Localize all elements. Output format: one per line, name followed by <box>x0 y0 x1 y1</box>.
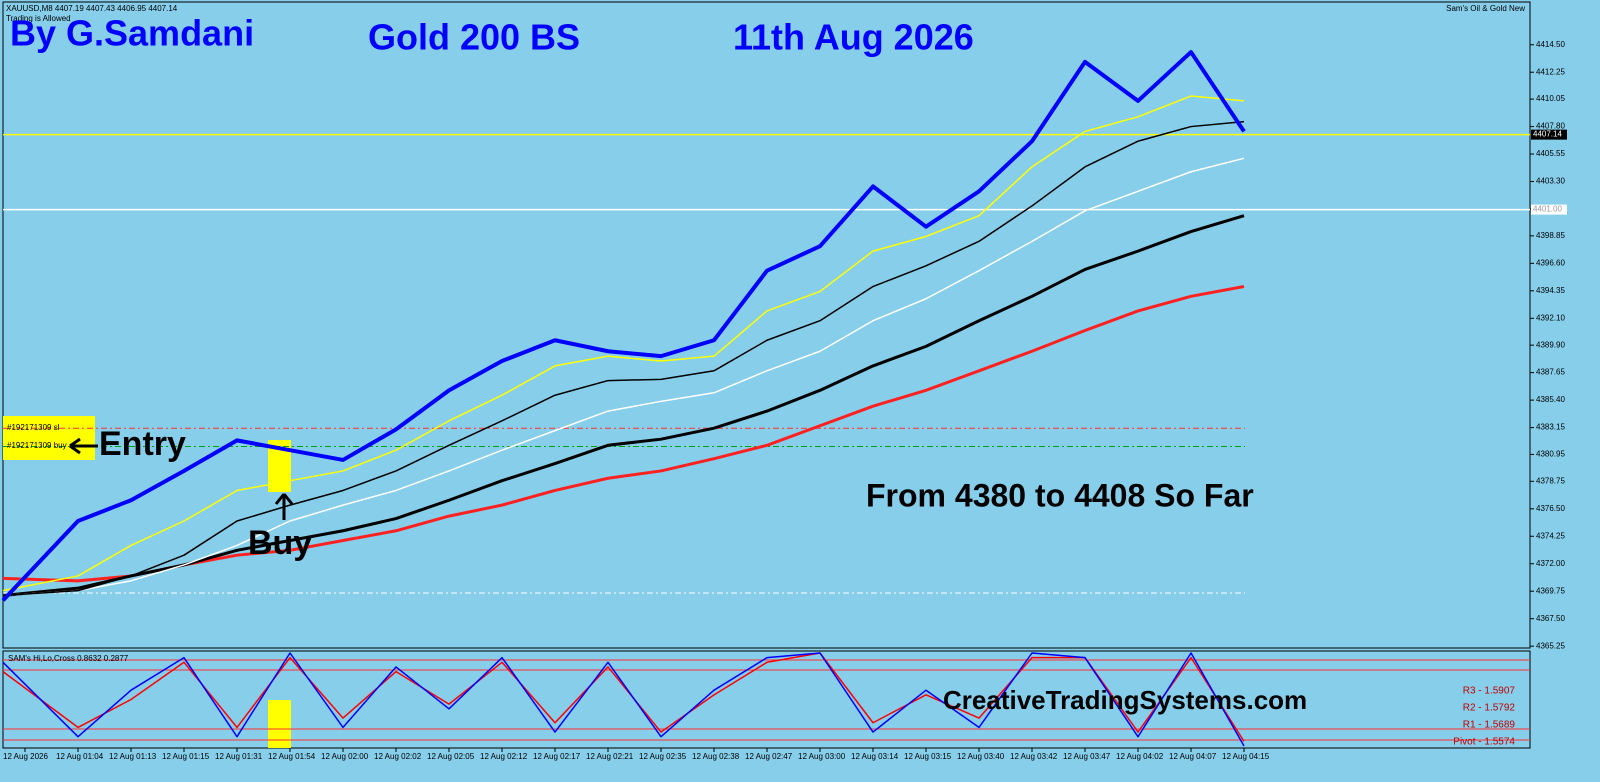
x-tick-label: 12 Aug 02:17 <box>533 752 581 761</box>
y-tick-label: 4369.75 <box>1536 586 1565 595</box>
y-tick-label: 4412.25 <box>1536 67 1565 76</box>
x-tick-label: 12 Aug 01:13 <box>109 752 157 761</box>
x-tick-label: 12 Aug 03:47 <box>1063 752 1111 761</box>
x-tick-label: 12 Aug 02:12 <box>480 752 528 761</box>
series-line <box>2 285 1245 583</box>
pivot-label: R2 - 1.5792 <box>1463 703 1516 714</box>
series-line <box>2 157 1245 597</box>
x-tick-label: 12 Aug 04:02 <box>1116 752 1164 761</box>
y-tick-label: 4372.00 <box>1536 559 1565 568</box>
y-tick-label: 4403.30 <box>1536 177 1565 186</box>
level-label: 4407.14 <box>1533 130 1562 139</box>
x-tick-label: 12 Aug 01:15 <box>162 752 210 761</box>
x-tick-label: 12 Aug 04:07 <box>1169 752 1217 761</box>
y-tick-label: 4376.50 <box>1536 504 1565 513</box>
series-line <box>2 652 1245 747</box>
website: CreativeTradingSystems.com <box>943 685 1307 715</box>
x-tick-label: 12 Aug 02:21 <box>586 752 634 761</box>
x-tick-label: 12 Aug 03:00 <box>798 752 846 761</box>
y-tick-label: 4394.35 <box>1536 286 1565 295</box>
series-line <box>2 214 1245 597</box>
y-tick-label: 4367.50 <box>1536 614 1565 623</box>
y-tick-label: 4378.75 <box>1536 476 1565 485</box>
order-sl: #192171309 sl <box>7 423 60 432</box>
y-tick-label: 4410.05 <box>1536 94 1565 103</box>
y-tick-label: 4407.80 <box>1536 122 1565 131</box>
chart-title: Gold 200 BS <box>368 17 580 58</box>
x-tick-label: 12 Aug 02:02 <box>374 752 422 761</box>
buy-arrow <box>274 493 294 520</box>
osc-highlight <box>268 700 291 748</box>
x-tick-label: 12 Aug 02:38 <box>692 752 740 761</box>
pivot-label: Pivot - 1.5574 <box>1453 737 1515 748</box>
x-tick-label: 12 Aug 01:04 <box>56 752 104 761</box>
pivot-label: R3 - 1.5907 <box>1463 686 1516 697</box>
y-tick-label: 4396.60 <box>1536 258 1565 267</box>
osc-indicator-name: SAM's Hi,Lo,Cross 0.8632 0.2877 <box>8 654 129 663</box>
x-tick-label: 12 Aug 03:40 <box>957 752 1005 761</box>
marks <box>1 50 1530 747</box>
level-label-box <box>1531 129 1567 140</box>
y-tick-label: 4405.55 <box>1536 149 1565 158</box>
level-label-box <box>1531 204 1567 215</box>
entry-label: Entry <box>99 425 186 463</box>
x-tick-label: 12 Aug 2026 <box>3 752 48 761</box>
y-tick-label: 4414.50 <box>1536 40 1565 49</box>
y-tick-label: 4398.85 <box>1536 231 1565 240</box>
level-label: 4401.00 <box>1533 205 1562 214</box>
x-tick-label: 12 Aug 02:35 <box>639 752 687 761</box>
entry-arrow <box>69 437 98 455</box>
buy-label: Buy <box>248 524 312 562</box>
x-tick-label: 12 Aug 03:42 <box>1010 752 1058 761</box>
x-tick-label: 12 Aug 02:05 <box>427 752 475 761</box>
y-tick-label: 4380.95 <box>1536 450 1565 459</box>
main-frame <box>2 1 1531 649</box>
status: Trading is Allowed <box>6 14 71 23</box>
y-tick-label: 4389.90 <box>1536 340 1565 349</box>
x-tick-label: 12 Aug 01:31 <box>215 752 263 761</box>
pivot-label: R1 - 1.5689 <box>1463 720 1516 731</box>
series-line <box>1 50 1246 602</box>
x-tick-label: 12 Aug 04:15 <box>1222 752 1270 761</box>
y-tick-label: 4383.15 <box>1536 423 1565 432</box>
author: By G.Samdani <box>10 13 254 54</box>
chart-subtitle: 11th Aug 2026 <box>733 17 974 58</box>
series-line <box>2 95 1245 592</box>
y-tick-label: 4374.25 <box>1536 531 1565 540</box>
buy-highlight <box>268 440 291 492</box>
y-tick-label: 4387.65 <box>1536 368 1565 377</box>
series-line <box>2 120 1245 597</box>
y-tick-label: 4392.10 <box>1536 313 1565 322</box>
x-tick-label: 12 Aug 02:47 <box>745 752 793 761</box>
y-tick-label: 4385.40 <box>1536 395 1565 404</box>
y-tick-label: 4365.25 <box>1536 641 1565 650</box>
x-tick-label: 12 Aug 02:00 <box>321 752 369 761</box>
x-tick-label: 12 Aug 03:15 <box>904 752 952 761</box>
indicator-name: Sam's Oil & Gold New <box>1446 4 1525 13</box>
x-tick-label: 12 Aug 03:14 <box>851 752 899 761</box>
x-tick-label: 12 Aug 01:54 <box>268 752 316 761</box>
note: From 4380 to 4408 So Far <box>866 477 1254 513</box>
symbol-info: XAUUSD,M8 4407.19 4407.43 4406.95 4407.1… <box>6 4 178 13</box>
order-buy: #192171309 buy <box>7 441 67 450</box>
